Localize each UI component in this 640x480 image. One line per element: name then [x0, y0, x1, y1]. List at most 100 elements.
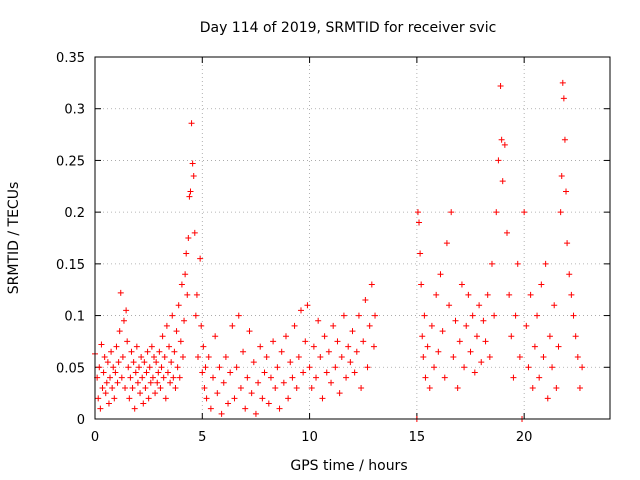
data-point	[172, 384, 179, 391]
data-point	[323, 369, 330, 376]
data-point	[448, 209, 455, 216]
data-point	[276, 405, 283, 412]
data-point	[531, 343, 538, 350]
data-point	[563, 188, 570, 195]
data-point	[289, 374, 296, 381]
data-point	[544, 395, 551, 402]
data-point	[538, 281, 545, 288]
data-point	[414, 209, 421, 216]
data-point	[446, 302, 453, 309]
data-point	[493, 209, 500, 216]
data-point	[319, 395, 326, 402]
data-point	[338, 353, 345, 360]
data-point	[142, 384, 149, 391]
data-point	[302, 338, 309, 345]
data-point	[250, 359, 257, 366]
data-point	[153, 359, 160, 366]
data-point	[139, 374, 146, 381]
data-point	[162, 395, 169, 402]
data-point	[214, 390, 221, 397]
data-point	[252, 410, 259, 417]
data-point	[546, 333, 553, 340]
data-point	[491, 312, 498, 319]
data-point	[452, 317, 459, 324]
data-point	[498, 136, 505, 143]
data-point	[169, 312, 176, 319]
data-point	[353, 348, 360, 355]
data-point	[244, 374, 251, 381]
data-point	[128, 348, 135, 355]
data-point	[145, 395, 152, 402]
data-point	[488, 260, 495, 267]
data-point	[189, 160, 196, 167]
data-point	[421, 312, 428, 319]
data-point	[561, 136, 568, 143]
data-point	[119, 353, 126, 360]
data-point	[100, 369, 107, 376]
data-point	[192, 312, 199, 319]
data-point	[428, 322, 435, 329]
data-point	[203, 395, 210, 402]
data-point	[328, 379, 335, 386]
data-point	[95, 395, 102, 402]
data-point	[295, 353, 302, 360]
data-point	[263, 353, 270, 360]
data-point	[431, 364, 438, 371]
data-point	[248, 390, 255, 397]
data-point	[424, 343, 431, 350]
data-point	[551, 302, 558, 309]
data-point	[261, 369, 268, 376]
data-point	[158, 364, 165, 371]
data-point	[358, 384, 365, 391]
data-point	[185, 235, 192, 241]
data-point	[255, 379, 262, 386]
data-point	[195, 353, 201, 360]
data-point	[102, 390, 109, 397]
data-point	[220, 379, 227, 386]
data-point	[330, 322, 337, 329]
data-point	[212, 333, 219, 340]
data-point	[108, 348, 115, 355]
data-point	[174, 364, 181, 371]
data-point	[124, 338, 131, 345]
y-tick-label: 0.15	[56, 258, 85, 273]
data-point	[107, 374, 114, 381]
data-point	[126, 395, 133, 402]
data-point	[523, 322, 530, 329]
data-point	[120, 317, 127, 324]
data-point	[218, 410, 225, 417]
data-point	[201, 384, 208, 391]
data-point	[560, 95, 567, 102]
data-point	[473, 333, 480, 340]
data-point	[568, 291, 575, 298]
data-point	[486, 353, 493, 360]
data-point	[362, 297, 369, 304]
y-tick-label: 0.1	[64, 310, 85, 325]
data-point	[433, 291, 440, 298]
data-point	[325, 348, 332, 355]
data-point	[205, 353, 212, 360]
data-point	[527, 291, 534, 298]
data-point	[140, 400, 147, 407]
data-point	[173, 328, 180, 335]
data-point	[181, 317, 188, 324]
data-point	[293, 384, 300, 391]
data-point	[366, 322, 373, 329]
data-point	[508, 333, 515, 340]
data-point	[499, 178, 506, 185]
y-tick-label: 0	[77, 413, 85, 428]
data-point	[525, 364, 532, 371]
data-point	[345, 343, 352, 350]
data-point	[103, 379, 110, 386]
data-point	[148, 343, 155, 350]
x-tick-label: 10	[301, 430, 318, 445]
data-point	[510, 374, 517, 381]
data-point	[117, 289, 124, 296]
data-point	[564, 240, 571, 247]
data-point	[285, 395, 292, 402]
data-point	[512, 312, 519, 319]
grid-lines	[95, 57, 610, 419]
data-point	[235, 312, 242, 319]
data-point	[495, 157, 502, 164]
data-point	[127, 374, 134, 381]
